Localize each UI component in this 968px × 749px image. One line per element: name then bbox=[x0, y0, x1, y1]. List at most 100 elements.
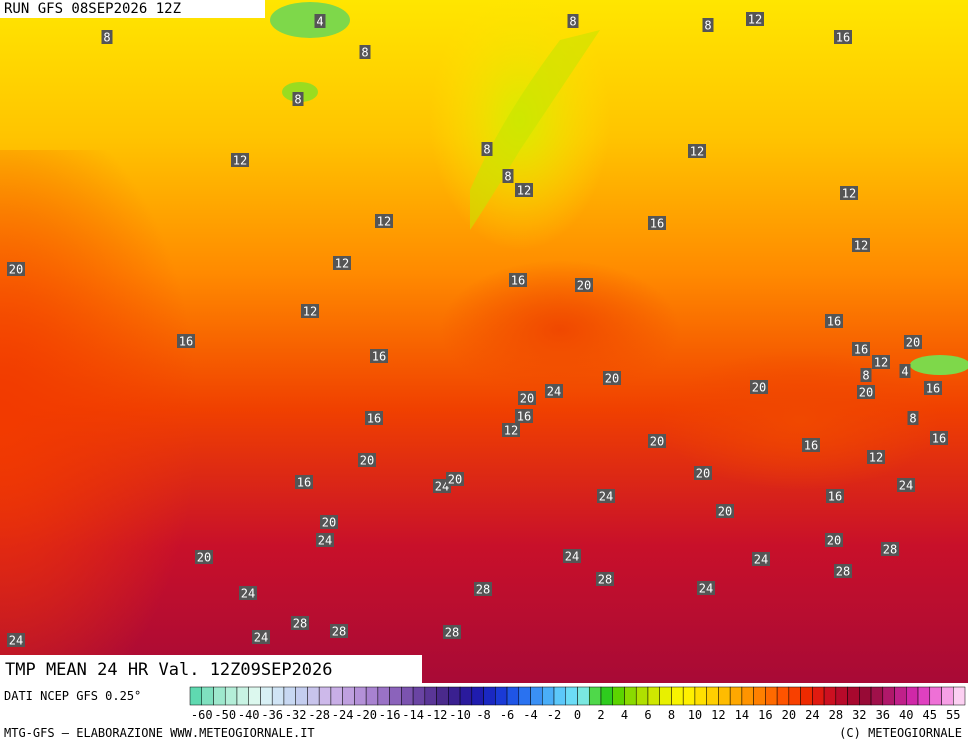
colorbar-swatch bbox=[459, 686, 473, 706]
contour-label-box bbox=[443, 625, 461, 639]
contour-label-box bbox=[840, 186, 858, 200]
colorbar-swatch bbox=[906, 686, 919, 706]
contour-label: 12 bbox=[869, 451, 883, 465]
contour-label-box bbox=[481, 142, 493, 156]
colorbar-swatch bbox=[389, 686, 402, 706]
contour-label: 16 bbox=[517, 410, 531, 424]
colorbar-swatch bbox=[260, 686, 273, 706]
colorbar-tick-label: -16 bbox=[379, 708, 401, 722]
contour-label: 12 bbox=[690, 145, 704, 159]
colorbar-tick-label: -8 bbox=[476, 708, 490, 722]
contour-label: 16 bbox=[836, 31, 850, 45]
colorbar-tick-label: 36 bbox=[876, 708, 890, 722]
contour-label: 24 bbox=[9, 634, 23, 648]
contour-label-box bbox=[907, 411, 919, 425]
contour-label: 16 bbox=[179, 335, 193, 349]
contour-label-box bbox=[834, 30, 852, 44]
colorbar-swatch bbox=[894, 686, 907, 706]
colorbar-swatch bbox=[307, 686, 320, 706]
contour-label: 8 bbox=[909, 412, 916, 426]
contour-label-box bbox=[301, 304, 319, 318]
contour-label-box bbox=[575, 278, 593, 292]
contour-label: 8 bbox=[361, 46, 368, 60]
colorbar-swatch bbox=[624, 686, 637, 706]
colorbar-tick-label: -6 bbox=[500, 708, 514, 722]
contour-label-box bbox=[852, 342, 870, 356]
colorbar-swatch bbox=[882, 686, 895, 706]
colorbar-swatch bbox=[342, 686, 355, 706]
colorbar-swatch bbox=[870, 686, 884, 706]
contour-label: 16 bbox=[372, 350, 386, 364]
colorbar-swatch bbox=[753, 686, 766, 706]
colorbar-swatch bbox=[659, 686, 672, 706]
contour-label-box bbox=[314, 14, 326, 28]
contour-label: 28 bbox=[445, 626, 459, 640]
colorbar-swatch bbox=[401, 686, 414, 706]
colorbar-tick-label: 32 bbox=[852, 708, 866, 722]
colorbar-swatch bbox=[765, 686, 778, 706]
colorbar-swatch bbox=[706, 686, 719, 706]
contour-label-box bbox=[330, 624, 348, 638]
colorbar-tick-label: 24 bbox=[805, 708, 819, 722]
colorbar-tick-label: 10 bbox=[688, 708, 702, 722]
colorbar-swatch bbox=[577, 686, 590, 706]
contour-label-box bbox=[930, 431, 948, 445]
contour-label: 12 bbox=[517, 184, 531, 198]
colorbar-swatch bbox=[236, 686, 249, 706]
contour-label: 8 bbox=[294, 93, 301, 107]
colorbar-swatch bbox=[929, 686, 942, 706]
contour-label-box bbox=[365, 411, 383, 425]
colorbar-swatch bbox=[776, 686, 790, 706]
contour-label: 28 bbox=[883, 543, 897, 557]
contour-label: 12 bbox=[303, 305, 317, 319]
colorbar-swatch bbox=[671, 686, 684, 706]
contour-label: 12 bbox=[854, 239, 868, 253]
contour-label-box bbox=[239, 586, 257, 600]
colorbar: -60 -50 -40 -36 -32 -28 -24 -20 -16 -14 -12 -10 -8 -6… bbox=[189, 686, 966, 722]
contour-label-box bbox=[834, 564, 852, 578]
colorbar-swatch bbox=[377, 686, 390, 706]
colorbar-swatch bbox=[189, 686, 202, 706]
colorbar-swatch bbox=[530, 686, 543, 706]
colorbar-swatch bbox=[600, 686, 613, 706]
colorbar-swatch bbox=[248, 686, 261, 706]
colorbar-tick-label: 6 bbox=[644, 708, 651, 722]
contour-label-box bbox=[603, 371, 621, 385]
title-box bbox=[0, 655, 422, 683]
contour-label: 20 bbox=[718, 505, 732, 519]
copyright: (C) METEOGIORNALE bbox=[839, 726, 962, 740]
contour-label: 28 bbox=[476, 583, 490, 597]
contour-label: 24 bbox=[754, 553, 768, 567]
colorbar-swatch bbox=[295, 686, 308, 706]
contour-label: 24 bbox=[254, 631, 268, 645]
colorbar-tick-label: 8 bbox=[668, 708, 675, 722]
contour-label: 16 bbox=[827, 315, 841, 329]
map-title: TMP MEAN 24 HR Val. 12Z09SEP2026 bbox=[5, 660, 333, 680]
contour-label-box bbox=[867, 450, 885, 464]
colorbar-tick-label: 40 bbox=[899, 708, 913, 722]
colorbar-swatch bbox=[412, 686, 426, 706]
colorbar-swatch bbox=[859, 686, 872, 706]
colorbar-swatch bbox=[495, 686, 508, 706]
colorbar-tick-label: 16 bbox=[758, 708, 772, 722]
contour-label-box bbox=[702, 18, 714, 32]
contour-label: 20 bbox=[197, 551, 211, 565]
colorbar-tick-label: -40 bbox=[238, 708, 260, 722]
contour-label-box bbox=[852, 238, 870, 252]
run-label: RUN GFS 08SEP2026 12Z bbox=[4, 1, 181, 17]
colorbar-tick-label: -4 bbox=[523, 708, 537, 722]
colorbar-swatch bbox=[518, 686, 531, 706]
contour-label: 8 bbox=[504, 170, 511, 184]
contour-label: 20 bbox=[827, 534, 841, 548]
colorbar-tick-label: -10 bbox=[449, 708, 471, 722]
colorbar-swatch bbox=[612, 686, 625, 706]
contour-label-box bbox=[291, 616, 309, 630]
colorbar-swatch bbox=[553, 686, 567, 706]
colorbar-tick-label: -24 bbox=[332, 708, 354, 722]
contour-label: 12 bbox=[874, 356, 888, 370]
contour-label: 20 bbox=[9, 263, 23, 277]
contour-label: 24 bbox=[241, 587, 255, 601]
colorbar-tick-label: -28 bbox=[308, 708, 330, 722]
